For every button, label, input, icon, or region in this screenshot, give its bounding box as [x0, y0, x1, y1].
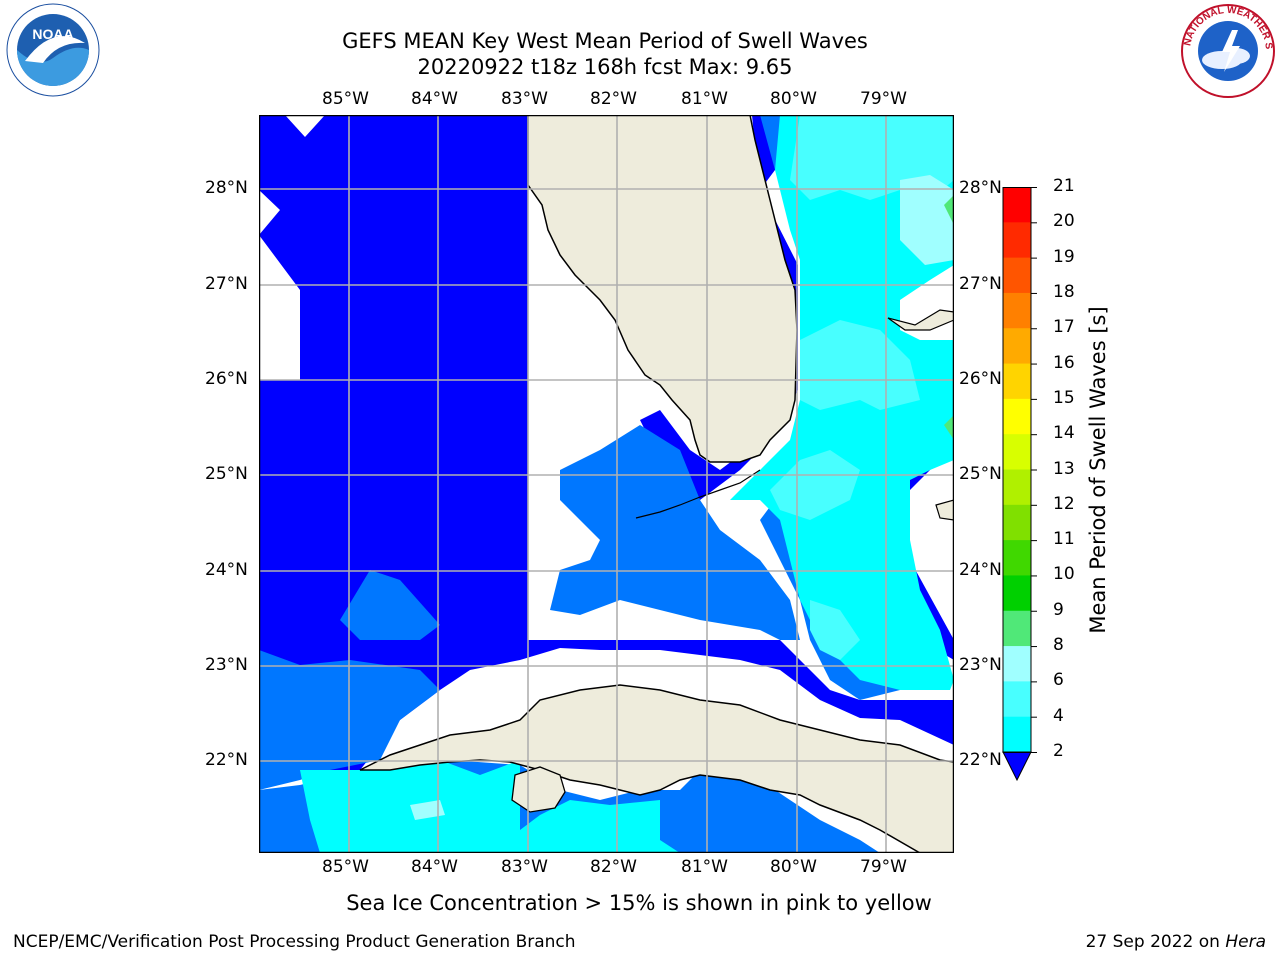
colorbar-tick-label: 19 [1053, 246, 1075, 267]
colorbar-tick-label: 17 [1053, 317, 1075, 338]
lat-label-left: 22°N [205, 750, 248, 770]
colorbar-tick-label: 10 [1053, 564, 1075, 585]
colorbar-tick-label: 6 [1053, 670, 1064, 691]
lat-label-left: 28°N [205, 178, 248, 198]
lat-label-right: 25°N [959, 464, 1002, 484]
colorbar-band [1003, 363, 1031, 400]
colorbar-band [1003, 646, 1031, 682]
chart-title-line1: GEFS MEAN Key West Mean Period of Swell … [342, 29, 868, 53]
lat-label-left: 25°N [205, 464, 248, 484]
colorbar-tick-label: 8 [1053, 635, 1064, 656]
lat-label-right: 23°N [959, 655, 1002, 675]
colorbar-tick-label: 9 [1053, 599, 1064, 620]
colorbar-band [1003, 575, 1031, 612]
land-florida [527, 114, 798, 463]
lon-label-bottom: 85°W [322, 857, 369, 877]
lat-label-left: 24°N [205, 560, 248, 580]
lon-label-top: 84°W [411, 89, 458, 109]
colorbar-band [1003, 257, 1031, 294]
footer-date-text: 27 Sep 2022 on [1085, 932, 1226, 952]
lon-label-top: 81°W [681, 89, 728, 109]
colorbar-tick-label: 15 [1053, 387, 1075, 408]
map-panel [258, 114, 955, 854]
colorbar-band [1003, 222, 1031, 259]
colorbar-band [1003, 610, 1031, 647]
lat-label-left: 26°N [205, 369, 248, 389]
lat-label-right: 28°N [959, 178, 1002, 198]
colorbar-tick-label: 12 [1053, 493, 1075, 514]
colorbar-tick-label: 20 [1053, 211, 1075, 232]
nws-logo: NATIONAL WEATHER SERVICE [1174, 0, 1278, 100]
colorbar-tick-label: 18 [1053, 281, 1075, 302]
lon-label-top: 79°W [860, 89, 907, 109]
lon-label-bottom: 79°W [860, 857, 907, 877]
lat-label-right: 22°N [959, 750, 1002, 770]
colorbar-svg [1002, 187, 1037, 782]
colorbar-band [1003, 398, 1031, 435]
lon-label-bottom: 84°W [411, 857, 458, 877]
lat-label-right: 24°N [959, 560, 1002, 580]
colorbar-band [1003, 434, 1031, 470]
map-svg [258, 114, 955, 854]
colorbar-tick-label: 13 [1053, 458, 1075, 479]
colorbar [1002, 187, 1042, 787]
footer-machine: Hera [1225, 932, 1266, 952]
lon-label-top: 83°W [501, 89, 548, 109]
lon-label-bottom: 83°W [501, 857, 548, 877]
field-deep-blue [259, 115, 954, 770]
footer-date: 27 Sep 2022 on Hera [1086, 932, 1266, 952]
colorbar-tick-label: 11 [1053, 529, 1075, 550]
chart-title-line2: 20220922 t18z 168h fcst Max: 9.65 [417, 55, 793, 79]
colorbar-band [1003, 716, 1031, 753]
colorbar-band [1003, 681, 1031, 718]
colorbar-tick-label: 16 [1053, 352, 1075, 373]
lat-label-right: 26°N [959, 369, 1002, 389]
colorbar-band [1003, 469, 1031, 506]
sea-ice-caption: Sea Ice Concentration > 15% is shown in … [346, 891, 932, 915]
colorbar-band [1003, 540, 1031, 576]
lat-label-left: 27°N [205, 274, 248, 294]
lon-label-top: 82°W [590, 89, 637, 109]
lon-label-top: 80°W [770, 89, 817, 109]
colorbar-tick-label: 4 [1053, 705, 1064, 726]
colorbar-tick-label: 21 [1053, 176, 1075, 196]
field-mid-blue [550, 425, 800, 640]
colorbar-tick-label: 14 [1053, 423, 1075, 444]
svg-text:NOAA: NOAA [32, 26, 73, 42]
lat-label-left: 23°N [205, 655, 248, 675]
noaa-logo: NOAA [3, 3, 103, 98]
colorbar-band [1003, 292, 1031, 329]
colorbar-band [1003, 187, 1031, 223]
colorbar-label: Mean Period of Swell Waves [s] [1086, 306, 1110, 634]
lon-label-bottom: 81°W [681, 857, 728, 877]
lon-label-bottom: 80°W [770, 857, 817, 877]
colorbar-band [1003, 504, 1031, 541]
footer-branch: NCEP/EMC/Verification Post Processing Pr… [13, 932, 576, 952]
colorbar-band [1003, 328, 1031, 365]
lon-label-top: 85°W [322, 89, 369, 109]
colorbar-tick-label: 2 [1053, 741, 1064, 761]
lat-label-right: 27°N [959, 274, 1002, 294]
lon-label-bottom: 82°W [590, 857, 637, 877]
colorbar-extend-triangle [1002, 751, 1032, 782]
graticule [259, 115, 954, 853]
